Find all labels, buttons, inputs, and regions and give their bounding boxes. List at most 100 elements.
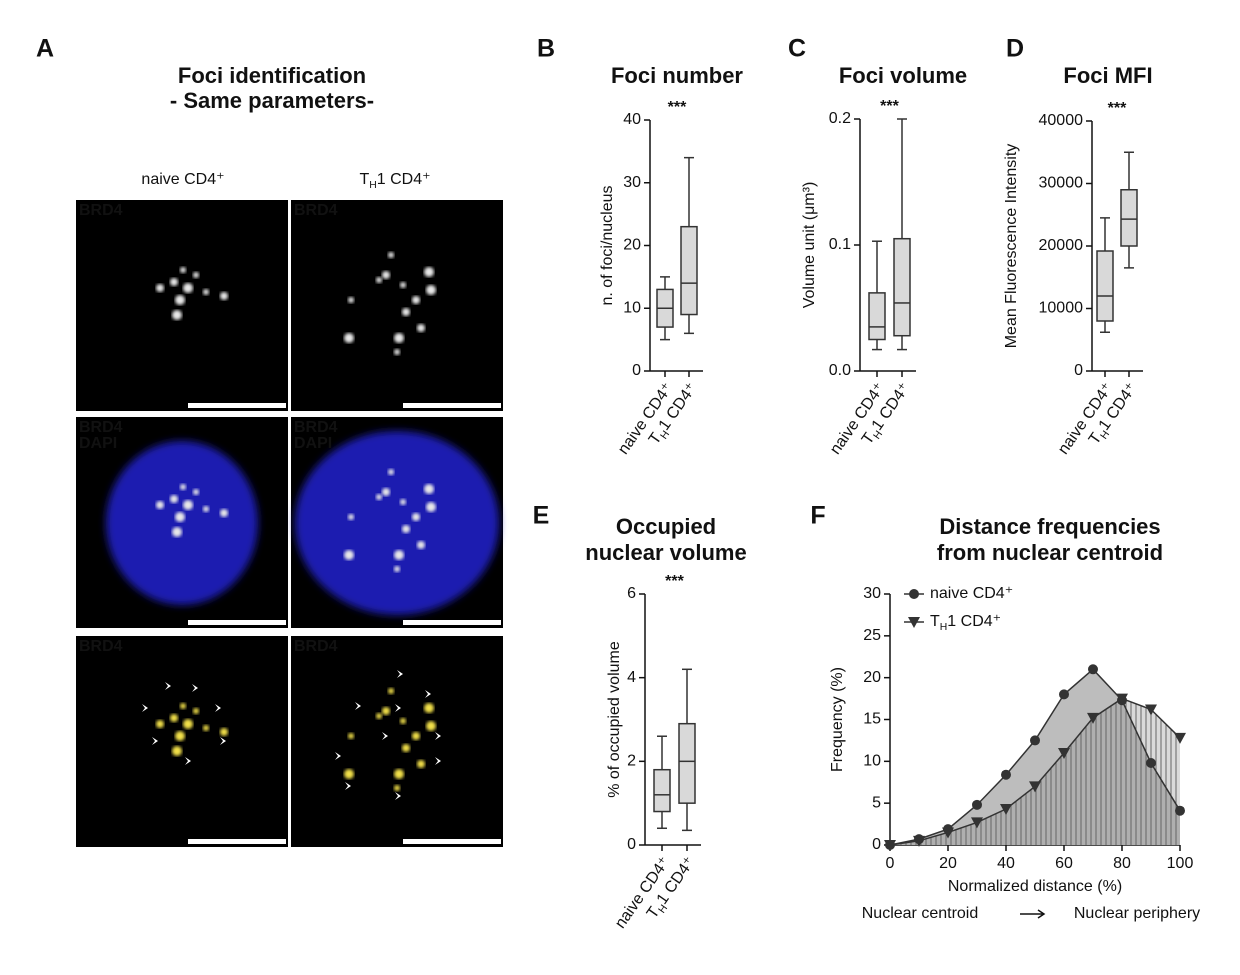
- legend-label: TH1 CD4⁺: [930, 613, 1001, 633]
- scale-bar: [188, 620, 286, 625]
- x-axis-label: Normalized distance (%): [948, 878, 1122, 895]
- scale-bar: [403, 403, 501, 408]
- focus: [394, 566, 400, 572]
- marker: [1030, 735, 1040, 746]
- marker: [913, 835, 925, 847]
- image-background: [76, 200, 288, 411]
- annotation: ***: [1108, 100, 1127, 117]
- y-tick-label: 0: [632, 362, 641, 379]
- focus: [203, 506, 209, 512]
- box: [1120, 189, 1138, 247]
- box: [893, 237, 911, 337]
- focus: [170, 278, 178, 286]
- focus: [170, 714, 178, 722]
- focus: [180, 267, 186, 273]
- legend-marker: [908, 617, 920, 628]
- focus: [382, 488, 390, 496]
- chart-title: Occupied: [616, 514, 716, 539]
- arrowhead: [395, 704, 401, 712]
- focus: [402, 744, 410, 752]
- column-header-part: naive CD4⁺: [141, 171, 224, 188]
- focus: [180, 484, 186, 490]
- panel-letter: F: [810, 502, 825, 530]
- y-tick-label: 30000: [1039, 175, 1084, 192]
- arrowhead: [355, 702, 361, 710]
- focus: [172, 527, 182, 537]
- channel-label: DAPI: [79, 435, 117, 452]
- arrowhead: [395, 792, 401, 800]
- y-tick-label: 30: [863, 585, 881, 602]
- y-tick-label: 25: [863, 627, 881, 644]
- focus: [424, 267, 434, 277]
- focus: [417, 541, 425, 549]
- focus: [170, 495, 178, 503]
- marker: [1145, 704, 1157, 716]
- focus: [426, 502, 436, 512]
- channel-label: BRD4: [294, 638, 338, 655]
- arrowhead: [435, 757, 441, 765]
- y-tick-label: 40: [623, 111, 641, 128]
- focus: [388, 688, 394, 694]
- box: [653, 768, 671, 813]
- focus: [172, 310, 182, 320]
- legend-label: naive CD4⁺: [930, 585, 1013, 602]
- focus: [394, 349, 400, 355]
- box: [1096, 250, 1114, 322]
- focus: [417, 760, 425, 768]
- arrowhead: [142, 704, 148, 712]
- box: [680, 225, 698, 316]
- column-header-part: T: [359, 171, 369, 188]
- y-tick-label: 2: [627, 753, 636, 770]
- focus: [388, 252, 394, 258]
- focus: [348, 297, 354, 303]
- annotation: ***: [665, 573, 684, 590]
- focus: [348, 514, 354, 520]
- x-tick-label: 40: [997, 855, 1015, 872]
- marker: [1088, 664, 1098, 675]
- box: [678, 722, 696, 804]
- panel-letter: E: [533, 502, 550, 530]
- focus: [183, 719, 193, 729]
- micrograph: BRD4: [76, 636, 288, 847]
- channel-label: DAPI: [294, 435, 332, 452]
- focus: [156, 720, 164, 728]
- x-tick-label: 60: [1055, 855, 1073, 872]
- micrograph: BRD4: [76, 200, 288, 411]
- y-tick-label: 10: [623, 299, 641, 316]
- focus: [348, 733, 354, 739]
- focus: [394, 769, 404, 779]
- focus: [382, 271, 390, 279]
- chart-title: nuclear volume: [585, 540, 746, 565]
- column-header-part: 1 CD4⁺: [377, 171, 431, 188]
- panel-letter: A: [36, 35, 54, 63]
- y-tick-label: 6: [627, 585, 636, 602]
- focus: [344, 333, 354, 343]
- column-header: TH1 CD4⁺: [359, 171, 430, 191]
- y-tick-label: 0: [1074, 362, 1083, 379]
- y-tick-label: 20: [623, 237, 641, 254]
- focus: [156, 284, 164, 292]
- panel-subtitle: - Same parameters-: [170, 88, 374, 113]
- marker: [971, 817, 983, 829]
- chart-title: Foci volume: [839, 63, 967, 88]
- image-background: [76, 636, 288, 847]
- legend-label-part: T: [930, 613, 940, 630]
- y-axis-label: Volume unit (μm³): [801, 182, 818, 309]
- arrow: [1020, 909, 1046, 919]
- focus: [193, 708, 199, 714]
- focus: [203, 725, 209, 731]
- arrowhead: [335, 752, 341, 760]
- y-tick-label: 20: [863, 669, 881, 686]
- focus: [412, 296, 420, 304]
- arrowhead: [165, 682, 171, 690]
- chart-title: Foci number: [611, 63, 743, 88]
- focus: [183, 500, 193, 510]
- arrowhead: [152, 737, 158, 745]
- focus: [402, 308, 410, 316]
- panel-letter: C: [788, 35, 806, 63]
- focus: [417, 324, 425, 332]
- focus: [424, 484, 434, 494]
- channel-label: BRD4: [294, 202, 338, 219]
- y-tick-label: 15: [863, 711, 881, 728]
